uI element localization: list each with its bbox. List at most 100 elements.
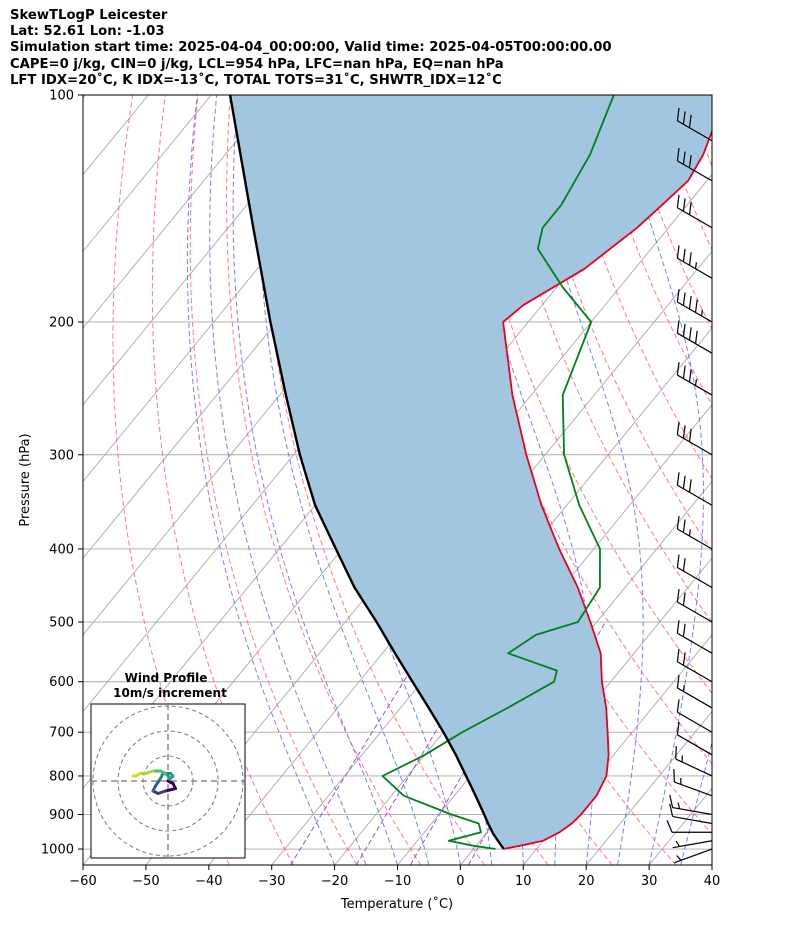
parcel-line [228, 95, 505, 850]
x-tick-label: 0 [456, 874, 464, 889]
x-tick-label: −60 [69, 874, 96, 889]
wind-barb [675, 746, 713, 777]
barb-shaft [677, 734, 713, 756]
barb-feather [676, 421, 680, 435]
wind-barb [676, 674, 713, 709]
barb-feather [666, 819, 673, 833]
dry-adiabat [653, 95, 712, 251]
isotherm-line [83, 95, 275, 329]
wind-barb [669, 794, 713, 816]
barb-feather [682, 475, 686, 489]
barb-feather [682, 558, 686, 572]
barb-feather [682, 111, 686, 125]
dry-adiabat [261, 95, 485, 865]
barb-feather [676, 648, 680, 662]
barb-feather [694, 379, 697, 386]
barb-feather [682, 365, 686, 379]
y-axis-label: Pressure (hPa) [18, 433, 33, 526]
wind-barb [676, 472, 713, 506]
isotherm-line [711, 864, 712, 865]
index-line: LFT IDX=20˚C, K IDX=-13˚C, TOTAL TOTS=31… [10, 73, 502, 88]
barb-feather [688, 114, 692, 128]
moist-adiabat [232, 95, 398, 865]
wind-barb [676, 648, 713, 683]
x-tick-label: −40 [195, 874, 222, 889]
barb-shaft [677, 632, 713, 654]
barb-feather [673, 769, 676, 783]
hodograph-segment [154, 777, 162, 788]
barb-shaft [674, 781, 713, 797]
x-tick-label: −30 [258, 874, 285, 889]
cape-cin-shading [230, 95, 712, 849]
barb-feather [682, 519, 686, 533]
isotherm-line [522, 634, 712, 865]
dry-adiabat [151, 95, 294, 865]
y-tick-label: 900 [49, 808, 74, 823]
barb-shaft [677, 301, 713, 323]
moist-adiabat [209, 95, 367, 865]
isotherm-line [83, 95, 86, 99]
mixing-ratio-line [290, 621, 442, 865]
moist-adiabat [521, 95, 644, 865]
x-tick-label: 20 [578, 874, 595, 889]
x-tick-label: 30 [641, 874, 658, 889]
barb-feather [682, 323, 686, 337]
barb-feather [676, 699, 680, 713]
hodograph [91, 704, 245, 858]
barb-feather [669, 803, 674, 817]
barb-feather [676, 515, 680, 530]
isotherm-line [271, 327, 712, 865]
profiles [228, 95, 712, 850]
barb-feather [682, 292, 686, 306]
barb-feather [676, 245, 680, 259]
barb-feather [676, 320, 680, 334]
hodograph-segment [164, 787, 177, 793]
wind-barb [676, 699, 713, 733]
wind-barb [666, 819, 712, 833]
isotherm-line [648, 787, 712, 865]
barb-feather [682, 623, 686, 637]
barb-feather [688, 529, 691, 537]
y-tick-label: 800 [49, 769, 74, 784]
dry-adiabat [189, 95, 358, 865]
barb-shaft [677, 374, 713, 396]
hodograph-subtitle: 10m/s increment [113, 686, 227, 700]
barb-feather [688, 479, 692, 493]
barb-feather [682, 248, 686, 262]
wind-barbs [666, 107, 713, 864]
barb-feather [688, 154, 692, 168]
wind-barb [673, 769, 713, 797]
wind-barb [676, 620, 713, 654]
wind-barb [676, 589, 713, 623]
wind-barb [676, 289, 713, 323]
chart-title: SkewTLogP Leicester [10, 8, 168, 23]
moist-adiabat [186, 95, 336, 865]
temperature-line [502, 128, 712, 850]
barb-shaft [677, 434, 713, 456]
y-tick-label: 500 [49, 616, 74, 631]
barb-shaft [677, 528, 713, 550]
barb-shaft [677, 661, 713, 683]
barb-feather [676, 194, 680, 208]
barb-feather [688, 296, 692, 310]
y-tick-label: 400 [49, 542, 74, 557]
barb-feather [675, 746, 677, 760]
wind-barb [672, 840, 713, 849]
barb-feather [694, 330, 698, 344]
wind-barb [669, 803, 713, 825]
barb-feather [682, 198, 686, 212]
barb-shaft [677, 567, 713, 589]
isotherm-line [334, 404, 712, 865]
moist-adiabat [680, 740, 712, 865]
barb-feather [688, 252, 692, 266]
barb-feather [688, 327, 692, 341]
y-tick-label: 1000 [41, 843, 74, 858]
y-tick-label: 100 [49, 89, 74, 104]
barb-feather [688, 201, 692, 215]
hodograph-title: Wind Profile [125, 671, 208, 685]
wind-barb [674, 848, 713, 864]
wind-barb [676, 421, 713, 456]
x-tick-label: −10 [384, 874, 411, 889]
wind-barb [676, 320, 713, 354]
dry-adiabat [751, 95, 794, 865]
